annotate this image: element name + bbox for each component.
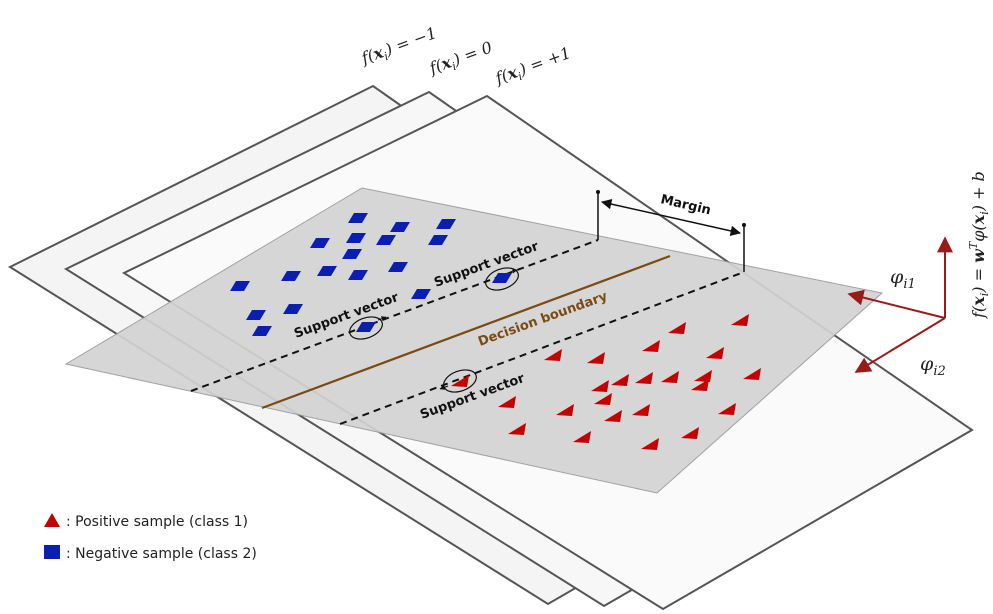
negative-sample xyxy=(376,235,396,245)
legend-positive-marker xyxy=(44,513,60,527)
support-line-negative xyxy=(190,239,599,392)
negative-sample xyxy=(356,322,376,332)
negative-sample xyxy=(317,266,337,276)
axis-phi-i2 xyxy=(854,317,946,373)
positive-sample xyxy=(743,368,761,380)
support-vector-circle-2 xyxy=(485,267,519,291)
positive-sample xyxy=(694,370,712,382)
negative-sample xyxy=(346,233,366,243)
positive-sample xyxy=(635,372,653,384)
negative-sample xyxy=(436,219,456,229)
margin-label: Margin xyxy=(659,192,712,218)
axis-formula-label: f(xi) = wTφ(xi) + b xyxy=(967,171,991,319)
negative-sample xyxy=(348,270,368,280)
support-vector-circle-1 xyxy=(349,316,383,340)
positive-sample xyxy=(718,403,736,415)
phi-i2-label: φi2 xyxy=(920,353,946,379)
positive-sample xyxy=(706,347,724,359)
positive-sample xyxy=(591,380,609,392)
phi-i1-label: φi1 xyxy=(890,266,916,292)
positive-sample xyxy=(573,431,591,443)
positive-sample xyxy=(632,404,650,416)
negative-sample xyxy=(283,304,303,314)
decision-boundary-line xyxy=(261,254,671,410)
negative-sample xyxy=(342,249,362,259)
positive-sample xyxy=(641,438,659,450)
negative-sample xyxy=(252,326,272,336)
margin-arrow xyxy=(600,198,742,237)
negative-sample xyxy=(230,281,250,291)
positive-sample xyxy=(498,396,516,408)
positive-samples xyxy=(451,314,761,450)
positive-sample xyxy=(544,349,562,361)
positive-sample xyxy=(668,322,686,334)
legend-positive-text: : Positive sample (class 1) xyxy=(66,514,248,530)
negative-sample xyxy=(411,289,431,299)
negative-sample xyxy=(390,222,410,232)
positive-sample xyxy=(661,371,679,383)
negative-sample xyxy=(492,273,512,283)
positive-sample xyxy=(594,393,612,405)
positive-sample xyxy=(611,374,629,386)
positive-sample xyxy=(508,423,526,435)
negative-sample xyxy=(310,238,330,248)
legend-negative-marker xyxy=(44,545,60,559)
positive-sample xyxy=(451,375,469,387)
positive-sample xyxy=(731,314,749,326)
negative-sample xyxy=(281,271,301,281)
legend-negative-text: : Negative sample (class 2) xyxy=(66,546,257,562)
positive-sample xyxy=(642,340,660,352)
positive-sample xyxy=(681,427,699,439)
negative-sample xyxy=(348,213,368,223)
positive-sample xyxy=(587,352,605,364)
axis-phi-i1 xyxy=(847,289,946,319)
negative-sample xyxy=(246,310,266,320)
negative-sample xyxy=(428,235,448,245)
feature-plane xyxy=(64,187,884,494)
plane-plus-label: f(xi) = +1 xyxy=(492,43,574,91)
plane-zero-label: f(xi) = 0 xyxy=(426,38,496,81)
positive-sample xyxy=(556,404,574,416)
negative-samples xyxy=(230,213,512,336)
negative-sample xyxy=(388,262,408,272)
positive-sample xyxy=(604,410,622,422)
positive-sample xyxy=(691,379,709,391)
